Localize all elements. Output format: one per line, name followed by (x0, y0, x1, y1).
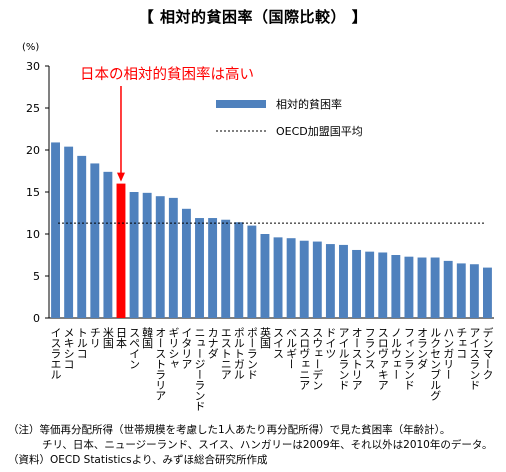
category-label: ニュージーランド (193, 327, 206, 411)
bar-17 (260, 234, 270, 318)
bar-9 (155, 196, 165, 318)
bar-14 (221, 219, 231, 318)
category-label: デンマーク (481, 326, 494, 380)
bar-31 (443, 260, 453, 318)
bar-27 (391, 255, 401, 318)
y-tick-label: 25 (26, 102, 40, 115)
bar-1 (51, 142, 60, 318)
bar-26 (378, 252, 388, 318)
category-label: スロヴェニア (298, 327, 311, 390)
bar-25 (365, 251, 375, 318)
category-label: オーストリア (350, 327, 363, 391)
source-note: （資料）OECD Statisticsより、みずほ総合研究所作成 (8, 454, 268, 466)
y-tick-label: 15 (26, 186, 40, 199)
bar-2 (64, 146, 74, 318)
y-tick-label: 5 (33, 270, 40, 283)
bar-7 (129, 192, 139, 318)
category-label: エストニア (219, 327, 232, 380)
category-label: カナダ (206, 327, 219, 359)
category-label: オーストラリア (154, 327, 167, 401)
bar-4 (90, 163, 100, 318)
category-label: フィンランド (402, 327, 415, 390)
category-label: スイス (272, 327, 285, 359)
bar-11 (181, 208, 191, 318)
legend-label-bar: 相対的貧困率 (276, 97, 342, 111)
y-tick-label: 30 (26, 60, 40, 73)
bar-12 (195, 218, 204, 318)
chart-title: 【 相対的貧困率（国際比較） 】 (138, 8, 368, 26)
bar-23 (339, 244, 348, 318)
bar-8 (142, 192, 152, 318)
bar-21 (312, 241, 322, 318)
category-label: ノルウェー (389, 327, 402, 380)
category-label: イタリア (180, 327, 193, 369)
bar-18 (273, 237, 283, 318)
bar-5 (103, 171, 113, 318)
y-tick-label: 0 (33, 312, 40, 325)
bar-3 (77, 155, 87, 318)
category-label: ギリシャ (167, 327, 180, 369)
bar-24 (352, 249, 362, 318)
category-label: スペイン (128, 327, 141, 369)
bar-34 (483, 267, 492, 318)
category-label: スロヴァキア (376, 327, 389, 390)
bar-15 (234, 222, 244, 318)
category-label: ベルギー (285, 327, 298, 369)
bar-10 (168, 197, 178, 318)
bar-chart: 051015202530(%)イスラエル メキシコ トルコ チリ 米国 日本 スペイン 韓国オ… (22, 42, 494, 411)
category-label: フランス (363, 327, 376, 369)
y-tick-label: 10 (26, 228, 40, 241)
category-label: 米国 (101, 327, 114, 350)
y-tick-label: 20 (26, 144, 40, 157)
category-label: ハンガリー (442, 327, 455, 380)
bar-28 (404, 256, 414, 318)
category-label: ドイツ (324, 327, 337, 359)
category-label: アイスランド (468, 327, 481, 390)
bar-33 (469, 264, 479, 318)
category-label: 英国 (258, 326, 271, 350)
category-label: アイルランド (337, 327, 350, 390)
bar-32 (456, 263, 466, 318)
bar-30 (430, 257, 440, 318)
legend-label-oecd: OECD加盟国平均 (276, 125, 363, 138)
category-label: チェコ (455, 327, 468, 359)
legend-swatch-bar (216, 100, 266, 108)
y-axis-label: (%) (22, 42, 39, 53)
category-label: チリ (88, 327, 101, 348)
bar-6 (116, 183, 126, 318)
bar-22 (325, 244, 335, 318)
bar-16 (247, 225, 257, 318)
category-label: 日本 (114, 327, 127, 349)
category-label: トルコ (75, 327, 88, 359)
annotation-arrow-head (116, 172, 125, 182)
footnote-2: チリ、日本、ニュージーランド、スイス、ハンガリーは2009年、それ以外は2010… (42, 439, 493, 451)
category-label: イスラエル (49, 327, 62, 380)
category-label: オランダ (416, 327, 429, 370)
category-label: ポーランド (245, 327, 258, 380)
bar-13 (208, 218, 218, 318)
category-label: スウェーデン (311, 327, 324, 390)
highlight-annotation: 日本の相対的貧困率は高い (80, 66, 254, 83)
category-label: 韓国 (141, 327, 154, 350)
bar-20 (299, 240, 309, 318)
category-label: ルクセンブルグ (429, 327, 442, 401)
bar-29 (417, 257, 427, 318)
bar-19 (286, 238, 296, 318)
category-label: メキシコ (62, 327, 75, 369)
category-label: ポルトガル (232, 327, 245, 380)
footnote-1: （注）等価再分配所得（世帯規模を考慮した1人あたり再分配所得）で見た貧困率（年齢… (8, 424, 451, 436)
